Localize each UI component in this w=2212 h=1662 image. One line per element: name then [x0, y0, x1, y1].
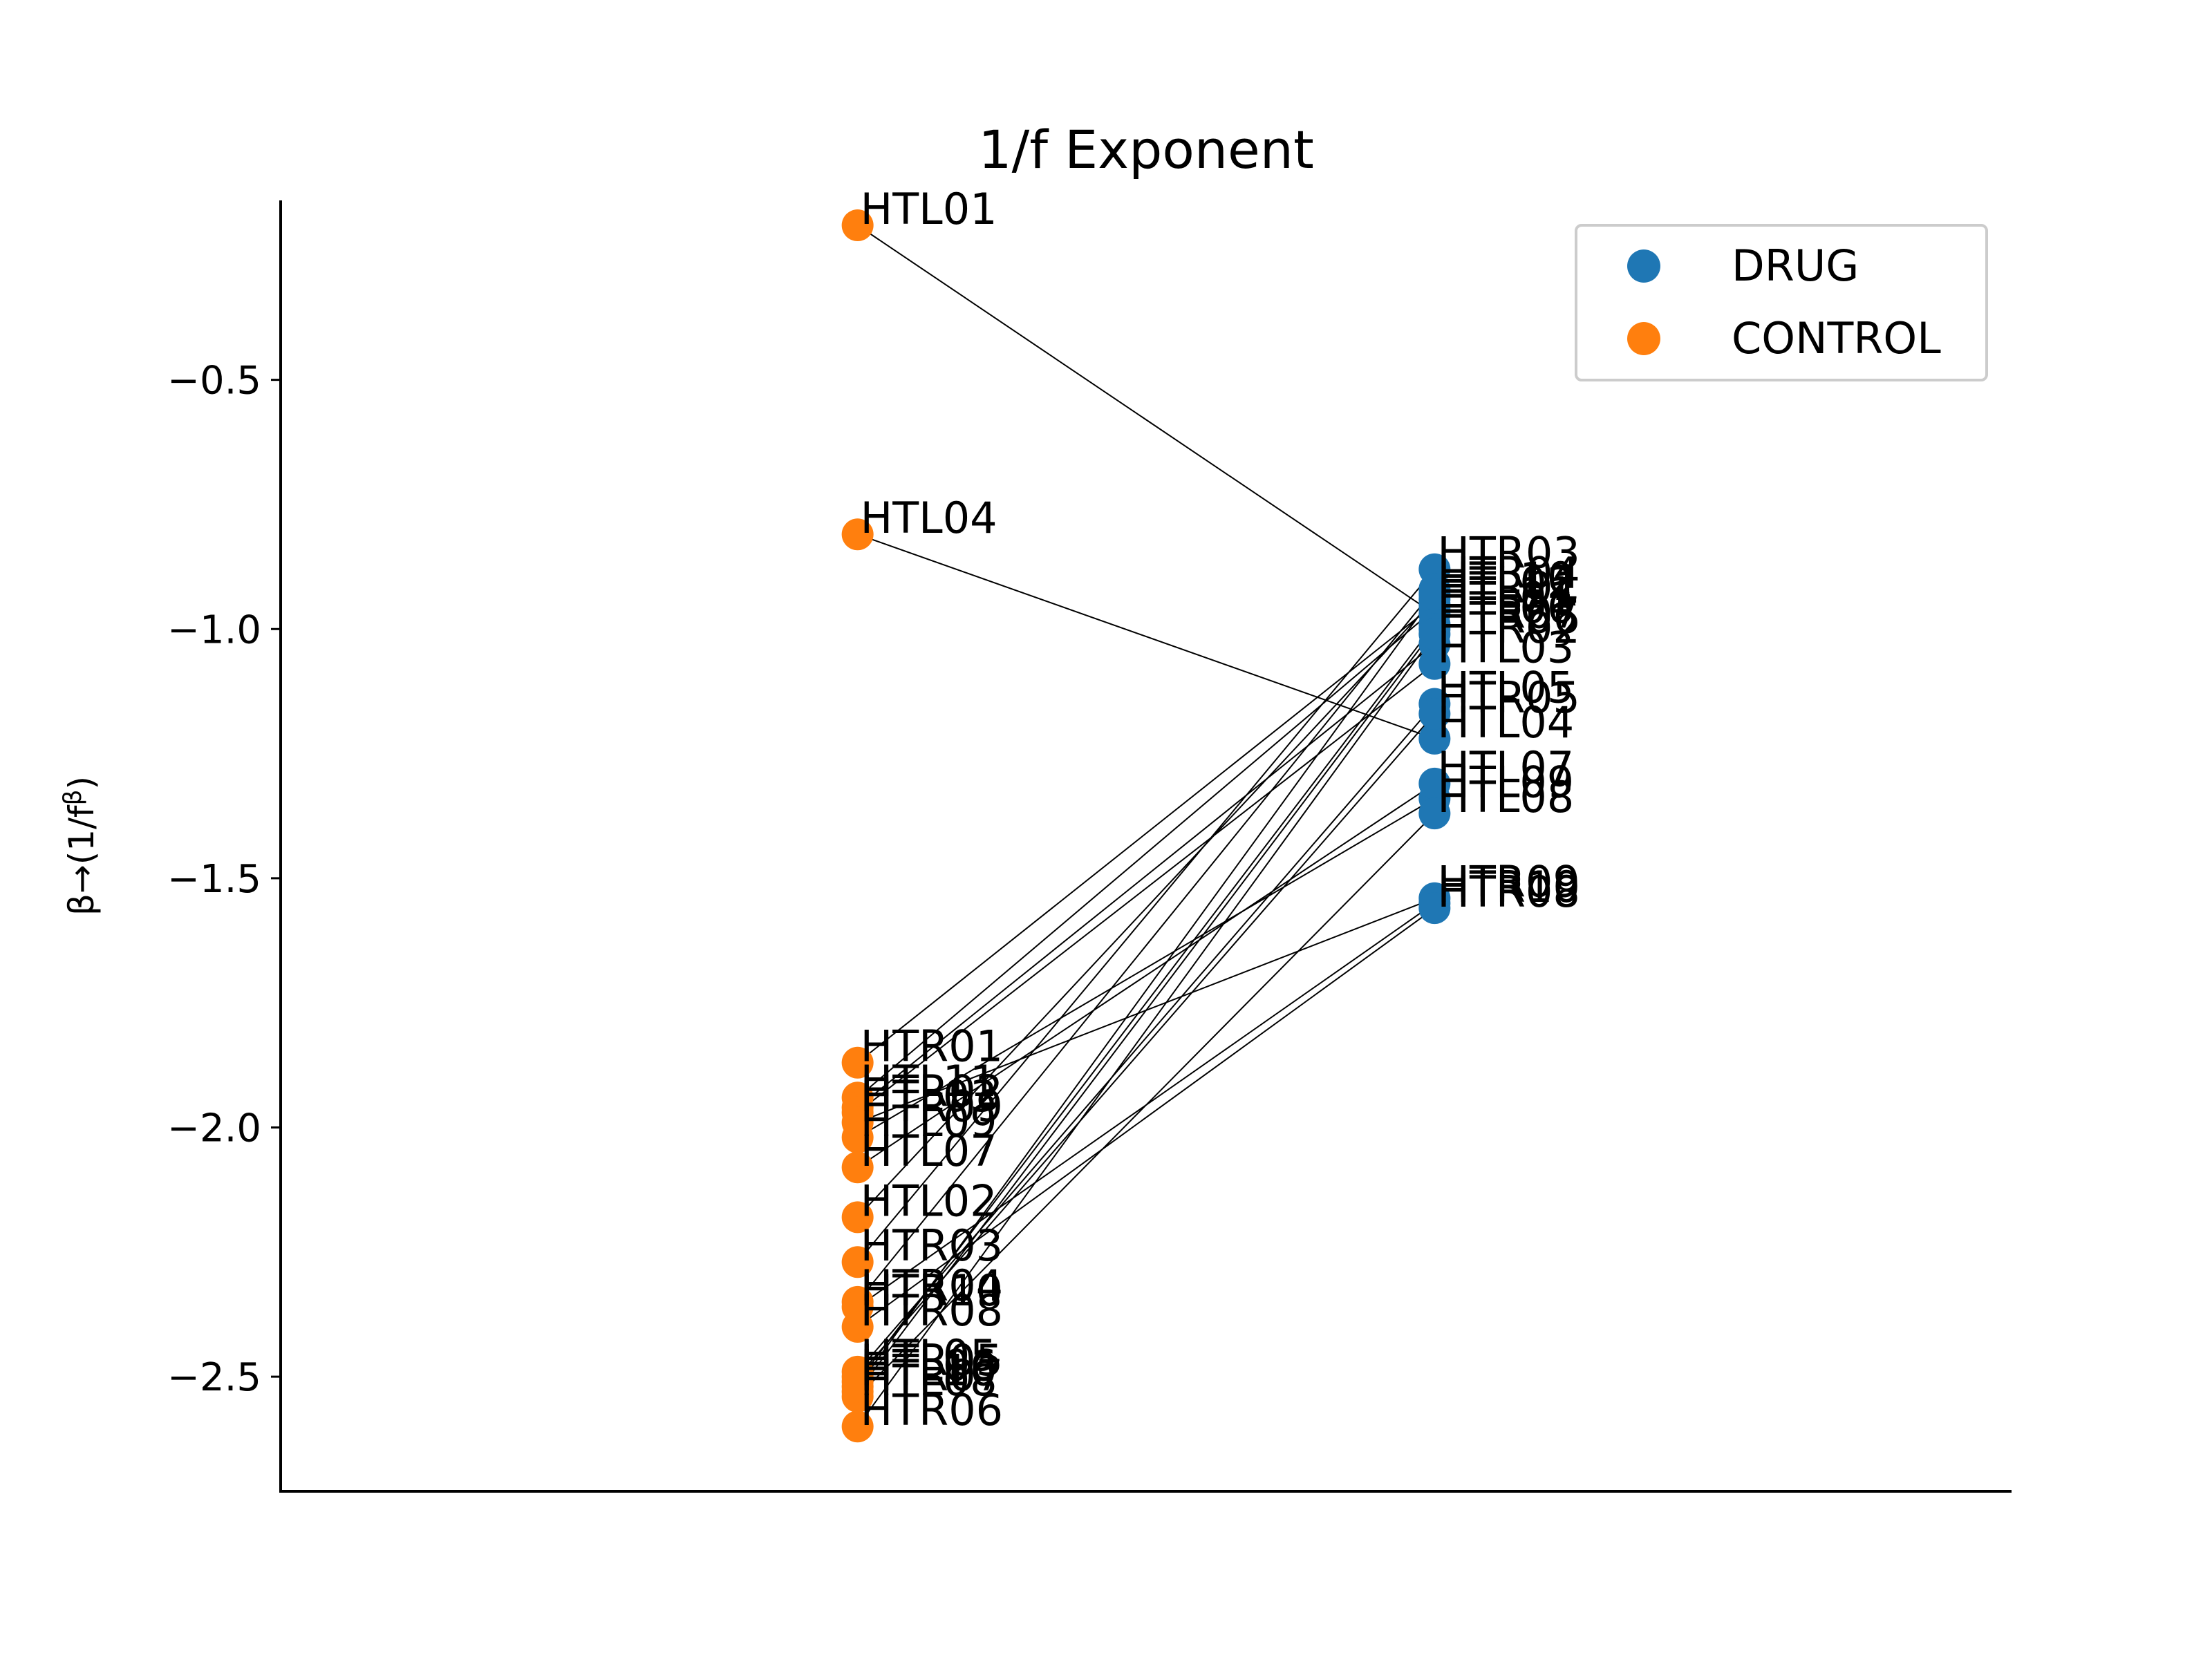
y-tick-label: −1.0: [167, 607, 261, 652]
legend-label-control: CONTROL: [1732, 313, 1941, 363]
control-point-label: HTR09: [861, 1081, 1003, 1131]
drug-point-label: HTR08: [1437, 867, 1580, 917]
drug-point: [1418, 618, 1451, 650]
control-point: [841, 1370, 874, 1403]
connector-line: [856, 628, 1436, 1392]
drug-point: [1418, 697, 1451, 730]
control-point-label: HTR10: [861, 1265, 1003, 1316]
drug-point: [1418, 892, 1451, 925]
y-axis-label: β→(1/fβ): [59, 776, 102, 916]
legend-box: [1575, 224, 1988, 381]
control-point-label: HTR04: [861, 1260, 1003, 1311]
control-point-label: HTR07: [861, 1350, 1003, 1401]
y-tick-label: −2.5: [167, 1355, 261, 1400]
control-point: [841, 1410, 874, 1443]
drug-point-label: HTR05: [1437, 672, 1580, 723]
control-point: [841, 1246, 874, 1278]
control-point-label: HTL05: [861, 1330, 997, 1381]
legend-marker-drug: [1627, 249, 1660, 283]
control-point-label: HTL11: [861, 1056, 997, 1106]
control-point-label: HTR01: [861, 1021, 1003, 1072]
drug-point-label: HTL10: [1437, 553, 1574, 603]
control-point: [841, 518, 874, 551]
drug-point-label: HTL06: [1437, 583, 1574, 633]
drug-point-label: HTL07: [1437, 742, 1574, 793]
connector-lines: [856, 225, 1436, 1427]
connector-line: [856, 588, 1436, 1303]
drug-point-label: HTL11: [1437, 567, 1574, 618]
y-ticks: −0.5 −1.0 −1.5 −2.0 −2.5: [167, 359, 281, 1400]
drug-point-label: HTL01: [1437, 573, 1574, 623]
drug-point: [1418, 648, 1451, 680]
control-point-label: HTR02: [861, 1066, 1003, 1117]
connector-line: [856, 594, 1436, 1388]
drug-point-label: HTR03: [1437, 528, 1580, 578]
control-point-label: HTL04: [861, 493, 997, 543]
drug-point-label: HTR01: [1437, 563, 1580, 613]
control-point-label: HTL01: [861, 184, 997, 234]
connector-line: [856, 633, 1436, 1427]
drug-point-label: HTL03: [1437, 623, 1574, 673]
control-point-label: HTL08: [861, 1355, 997, 1406]
control-point-label: HTR03: [861, 1220, 1003, 1271]
control-point-label: HTL02: [861, 1175, 997, 1226]
point-labels: HTL01HTL01HTL04HTL04HTR01HTR01HTL11HTL11…: [861, 184, 1580, 1435]
drug-point: [1418, 578, 1451, 610]
drug-point-label: HTL02: [1437, 558, 1574, 608]
control-point-label: HTR05: [861, 1335, 1003, 1386]
drug-point-label: HTL08: [1437, 772, 1574, 822]
connector-line: [857, 783, 1435, 1169]
drug-point-label: HTL05: [1437, 662, 1574, 712]
y-tick-label: −2.0: [167, 1106, 261, 1151]
data-points: [841, 209, 1451, 1443]
connector-line: [856, 713, 1436, 1377]
control-point-label: HTR06: [861, 1385, 1003, 1435]
control-point: [841, 1046, 874, 1079]
drug-point: [1418, 767, 1451, 800]
control-point-label: HTL10: [861, 1345, 997, 1396]
control-point: [841, 209, 874, 242]
drug-point: [1418, 722, 1451, 755]
control-point-label: HTR08: [861, 1285, 1003, 1336]
y-tick-label: −1.5: [167, 857, 261, 902]
control-point-label: HTL06: [861, 1340, 997, 1390]
control-point-label: HTL07: [861, 1126, 997, 1176]
connector-line: [857, 663, 1435, 1113]
connector-line: [856, 598, 1436, 1218]
drug-point-label: HTR07: [1437, 587, 1580, 638]
connector-line: [856, 813, 1436, 1397]
connector-line: [857, 608, 1435, 1098]
connector-line: [857, 603, 1435, 1064]
drug-point-label: HTL04: [1437, 697, 1574, 748]
control-point: [841, 1201, 874, 1234]
control-point: [841, 1310, 874, 1343]
control-point-label: HTL03: [861, 1071, 997, 1122]
drug-point-label: HTL09: [1437, 757, 1574, 807]
connector-line: [857, 797, 1435, 1138]
drug-point: [1418, 797, 1451, 830]
legend-label-drug: DRUG: [1732, 240, 1859, 291]
drug-point-label: HTR10: [1437, 862, 1580, 912]
drug-point-label: HTR09: [1437, 857, 1580, 907]
control-point: [841, 1121, 874, 1153]
connector-line: [857, 225, 1435, 615]
connector-line: [857, 643, 1435, 1108]
legend-marker-control: [1627, 322, 1660, 355]
connector-line: [856, 569, 1436, 1263]
drug-point-label: HTR04: [1437, 548, 1580, 598]
control-point-label: HTL09: [861, 1096, 997, 1146]
connector-line: [856, 703, 1436, 1372]
chart-title: 1/f Exponent: [978, 119, 1314, 180]
connector-line: [857, 533, 1435, 739]
legend: DRUG CONTROL: [1575, 224, 1988, 381]
drug-point-label: HTR02: [1437, 603, 1580, 653]
drug-point-label: HTR06: [1437, 592, 1580, 643]
connector-line: [857, 907, 1435, 1328]
control-point: [841, 1151, 874, 1184]
y-tick-label: −0.5: [167, 359, 261, 404]
